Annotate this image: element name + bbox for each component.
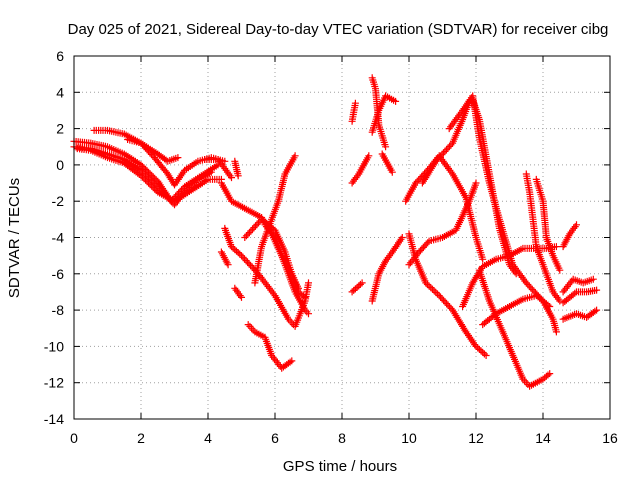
series-arc-27 — [405, 230, 490, 359]
series-arc-19 — [368, 74, 390, 151]
series-arc-07 — [231, 157, 242, 180]
x-tick-label: 0 — [70, 430, 78, 446]
series-arc-24 — [418, 96, 520, 278]
data-point-markers — [348, 152, 373, 187]
series-arc-12 — [251, 152, 299, 287]
data-point-markers — [559, 286, 601, 307]
series-arc-26 — [405, 179, 480, 269]
x-tick-label: 8 — [338, 430, 346, 446]
series-arc-17 — [348, 99, 359, 125]
data-point-markers — [217, 248, 232, 269]
series-arc-14 — [231, 284, 245, 301]
x-tick-label: 10 — [401, 430, 417, 446]
series-arc-15 — [244, 321, 296, 372]
series-arc-20 — [378, 150, 396, 176]
series-arc-13 — [217, 248, 232, 269]
data-point-markers — [368, 234, 406, 305]
data-point-markers — [348, 279, 366, 296]
series-arc-35 — [559, 286, 601, 307]
x-tick-labels: 0 2 4 6 8 10 12 14 16 — [70, 430, 618, 446]
x-tick-label: 4 — [204, 430, 212, 446]
series-arc-16 — [348, 152, 373, 187]
series-arc-05 — [124, 136, 182, 165]
series-arc-11 — [261, 221, 312, 318]
x-tick-label: 16 — [602, 430, 618, 446]
data-point-markers — [244, 321, 296, 372]
x-tick-label: 12 — [468, 430, 484, 446]
chart-title: Day 025 of 2021, Sidereal Day-to-day VTE… — [68, 21, 609, 38]
y-tick-label: 2 — [56, 121, 64, 137]
x-tick-label: 6 — [271, 430, 279, 446]
y-tick-label: 4 — [56, 84, 64, 100]
y-tick-label: -14 — [44, 411, 64, 427]
data-point-markers — [261, 221, 312, 318]
data-point-markers — [231, 157, 242, 180]
data-point-markers — [201, 156, 235, 182]
data-point-markers — [405, 230, 490, 359]
data-point-markers — [418, 96, 520, 278]
data-point-markers — [559, 275, 597, 296]
x-tick-label: 2 — [137, 430, 145, 446]
series-arc-33 — [559, 221, 580, 251]
series-arc-30 — [479, 292, 554, 329]
y-tick-label: 6 — [56, 48, 64, 64]
y-tick-label: -12 — [44, 375, 64, 391]
data-point-markers — [405, 179, 480, 269]
data-point-markers — [559, 221, 580, 251]
data-point-markers — [532, 175, 564, 274]
data-point-markers — [475, 266, 554, 390]
y-tick-label: -6 — [52, 266, 65, 282]
data-point-markers — [251, 152, 299, 287]
series-arc-21 — [348, 279, 366, 296]
y-axis-label: SDTVAR / TECUs — [6, 178, 23, 298]
data-point-markers — [559, 306, 601, 323]
x-axis-label: GPS time / hours — [283, 458, 397, 475]
data-point-markers — [73, 145, 225, 205]
data-point-markers — [124, 136, 182, 165]
data-point-markers — [479, 292, 554, 329]
data-point-markers — [348, 99, 359, 125]
y-tick-label: -2 — [52, 193, 65, 209]
x-tick-label: 14 — [535, 430, 551, 446]
grid-lines — [74, 56, 610, 419]
data-markers — [70, 74, 601, 390]
series-arc-32 — [532, 175, 564, 274]
data-point-markers — [231, 284, 245, 301]
series-arc-22 — [368, 234, 406, 305]
data-point-markers — [522, 170, 564, 305]
y-tick-labels: 6 4 2 0 -2 -4 -6 -8 -10 -12 -14 — [44, 48, 64, 427]
plot-border — [73, 55, 611, 420]
series-arc-36 — [559, 306, 601, 323]
y-tick-label: -8 — [52, 302, 65, 318]
y-tick-label: -10 — [44, 338, 64, 354]
data-point-markers — [378, 150, 396, 176]
y-tick-label: -4 — [52, 230, 65, 246]
y-tick-label: 0 — [56, 157, 64, 173]
data-point-markers — [368, 74, 390, 151]
series-arc-04 — [73, 145, 225, 205]
series-arc-29 — [475, 266, 554, 390]
series-arc-31 — [522, 170, 564, 305]
series-arc-06 — [201, 156, 235, 182]
series-arc-34 — [559, 275, 597, 296]
